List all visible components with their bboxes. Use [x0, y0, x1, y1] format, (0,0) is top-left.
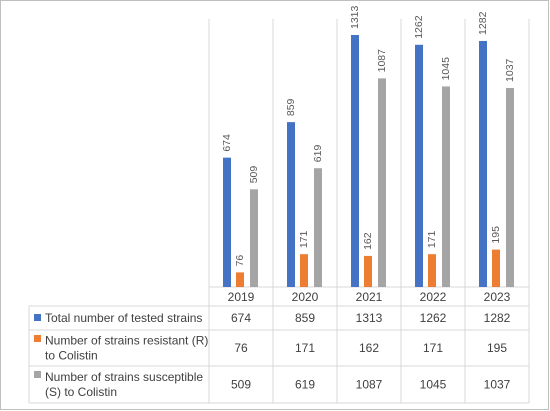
table-cell: 1313 — [356, 311, 383, 325]
table-cell: 1262 — [420, 311, 447, 325]
table-cell: 1087 — [356, 378, 383, 392]
table-cell: 1037 — [484, 378, 511, 392]
data-label: 1037 — [504, 58, 516, 82]
data-label: 1045 — [440, 57, 452, 81]
data-label: 171 — [426, 231, 438, 249]
bar — [300, 254, 308, 287]
series-label: Number of strains resistant (R) — [45, 334, 208, 348]
table-cell: 674 — [231, 311, 251, 325]
bar — [378, 78, 386, 287]
data-label: 76 — [234, 255, 246, 267]
data-label: 162 — [362, 232, 374, 250]
bar — [479, 40, 487, 287]
bar — [351, 35, 359, 287]
bar — [415, 44, 423, 288]
legend-key — [34, 371, 41, 378]
table-cell: 171 — [423, 341, 443, 355]
series-label: (S) to Colistin — [45, 385, 117, 399]
x-tick-label: 2021 — [356, 290, 383, 304]
table-cell: 619 — [295, 378, 315, 392]
bar — [364, 255, 372, 287]
bar — [287, 122, 295, 288]
bar — [442, 86, 450, 287]
bar — [250, 189, 258, 287]
table-cell: 509 — [231, 378, 251, 392]
data-label: 509 — [248, 166, 260, 184]
series-label: Total number of tested strains — [45, 311, 202, 325]
data-label: 1313 — [349, 5, 361, 29]
data-label: 674 — [221, 134, 233, 152]
bar — [506, 87, 514, 287]
table-cell: 1045 — [420, 378, 447, 392]
table-cell: 171 — [295, 341, 315, 355]
legend-key — [34, 335, 41, 342]
table-cell: 1282 — [484, 311, 511, 325]
bar — [236, 272, 244, 287]
x-tick-label: 2022 — [420, 290, 447, 304]
data-label: 171 — [298, 231, 310, 249]
data-label: 859 — [285, 98, 297, 116]
bar — [223, 157, 231, 287]
data-label: 619 — [312, 145, 324, 163]
data-label: 1262 — [413, 15, 425, 39]
bar — [428, 254, 436, 287]
data-label: 1282 — [477, 11, 489, 35]
table-cell: 76 — [234, 341, 248, 355]
data-label: 1087 — [376, 49, 388, 73]
data-label: 195 — [490, 226, 502, 244]
series-label: to Colistin — [45, 349, 98, 363]
table-cell: 162 — [359, 341, 379, 355]
bar — [492, 249, 500, 287]
table-cell: 859 — [295, 311, 315, 325]
bar — [314, 168, 322, 287]
legend-key — [34, 314, 41, 321]
x-tick-label: 2020 — [292, 290, 319, 304]
series-label: Number of strains susceptible — [45, 370, 203, 384]
table-cell: 195 — [487, 341, 507, 355]
x-tick-label: 2023 — [484, 290, 511, 304]
x-tick-label: 2019 — [228, 290, 255, 304]
